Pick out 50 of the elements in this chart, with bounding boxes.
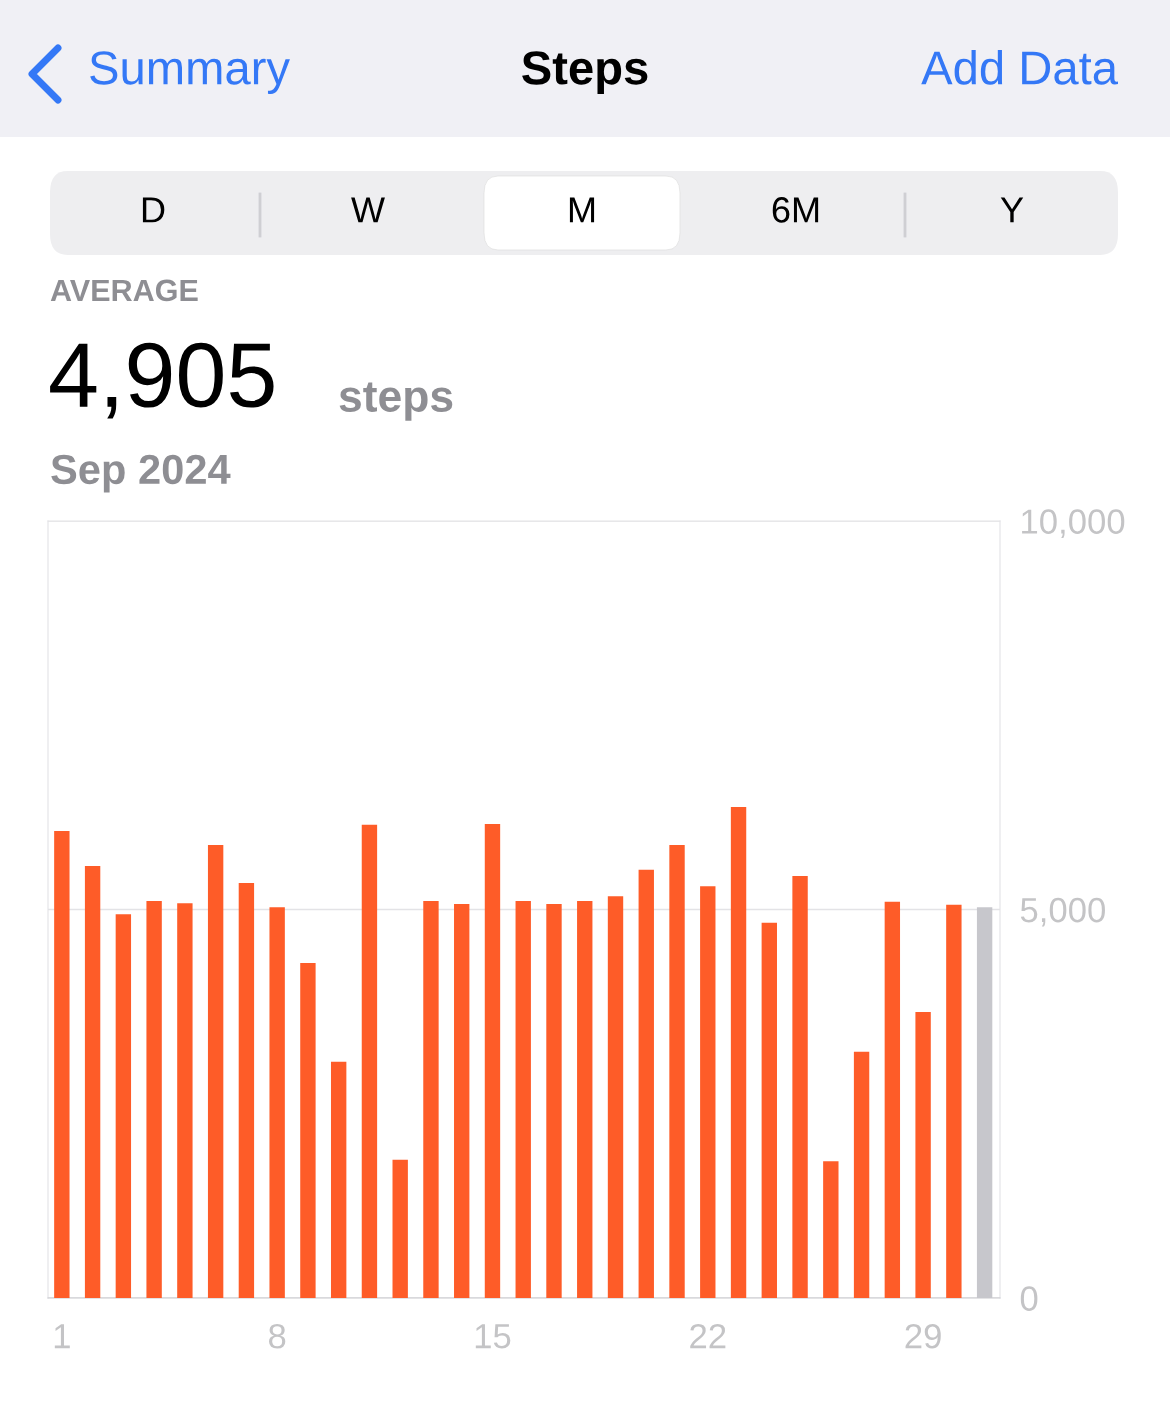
text: D bbox=[142, 197, 165, 223]
x-tick-label: 1 bbox=[54, 1324, 70, 1349]
bar bbox=[546, 904, 562, 1298]
text: 4,905 bbox=[50, 342, 274, 419]
bar bbox=[823, 1161, 839, 1298]
bar bbox=[423, 900, 439, 1298]
text: Summary bbox=[90, 51, 290, 95]
text: AVERAGE bbox=[50, 279, 198, 302]
text: Add Data bbox=[921, 49, 1119, 85]
x-tick-label: 22 bbox=[690, 1323, 726, 1349]
bar bbox=[484, 824, 501, 1298]
bar bbox=[115, 914, 132, 1298]
bar bbox=[792, 876, 808, 1298]
bar bbox=[330, 1061, 347, 1298]
text: 6M bbox=[772, 197, 819, 223]
text: W bbox=[351, 197, 385, 223]
bar bbox=[454, 904, 470, 1298]
bar bbox=[669, 845, 685, 1298]
bar bbox=[177, 903, 193, 1298]
y-tick-label: 10,000 bbox=[1022, 509, 1125, 539]
bar bbox=[361, 824, 378, 1298]
bar bbox=[853, 1051, 870, 1298]
bar bbox=[607, 896, 624, 1298]
bar bbox=[146, 900, 162, 1298]
text: steps bbox=[339, 382, 453, 421]
bar bbox=[515, 900, 531, 1298]
bar bbox=[638, 869, 654, 1298]
bar bbox=[300, 963, 316, 1298]
text: M bbox=[569, 197, 595, 223]
chart-title: Steps bbox=[522, 51, 648, 95]
bar bbox=[730, 806, 747, 1298]
text: Y bbox=[1000, 197, 1024, 223]
bar bbox=[392, 1159, 408, 1298]
text: Sep 2024 bbox=[51, 454, 231, 493]
bar bbox=[269, 907, 285, 1298]
bar bbox=[915, 1012, 931, 1298]
bar bbox=[207, 845, 224, 1298]
y-tick-label: 5,000 bbox=[1020, 897, 1105, 927]
x-tick-label: 8 bbox=[269, 1323, 286, 1349]
bar bbox=[54, 831, 70, 1298]
y-tick-label: 0 bbox=[1020, 1286, 1038, 1311]
x-tick-label: 15 bbox=[475, 1324, 511, 1349]
bar bbox=[84, 865, 101, 1298]
x-tick-label: 29 bbox=[905, 1323, 941, 1349]
bar bbox=[884, 901, 901, 1298]
bar bbox=[946, 904, 962, 1298]
bar bbox=[577, 900, 593, 1298]
bar bbox=[700, 886, 716, 1298]
bar bbox=[238, 883, 255, 1298]
bar bbox=[761, 922, 777, 1298]
